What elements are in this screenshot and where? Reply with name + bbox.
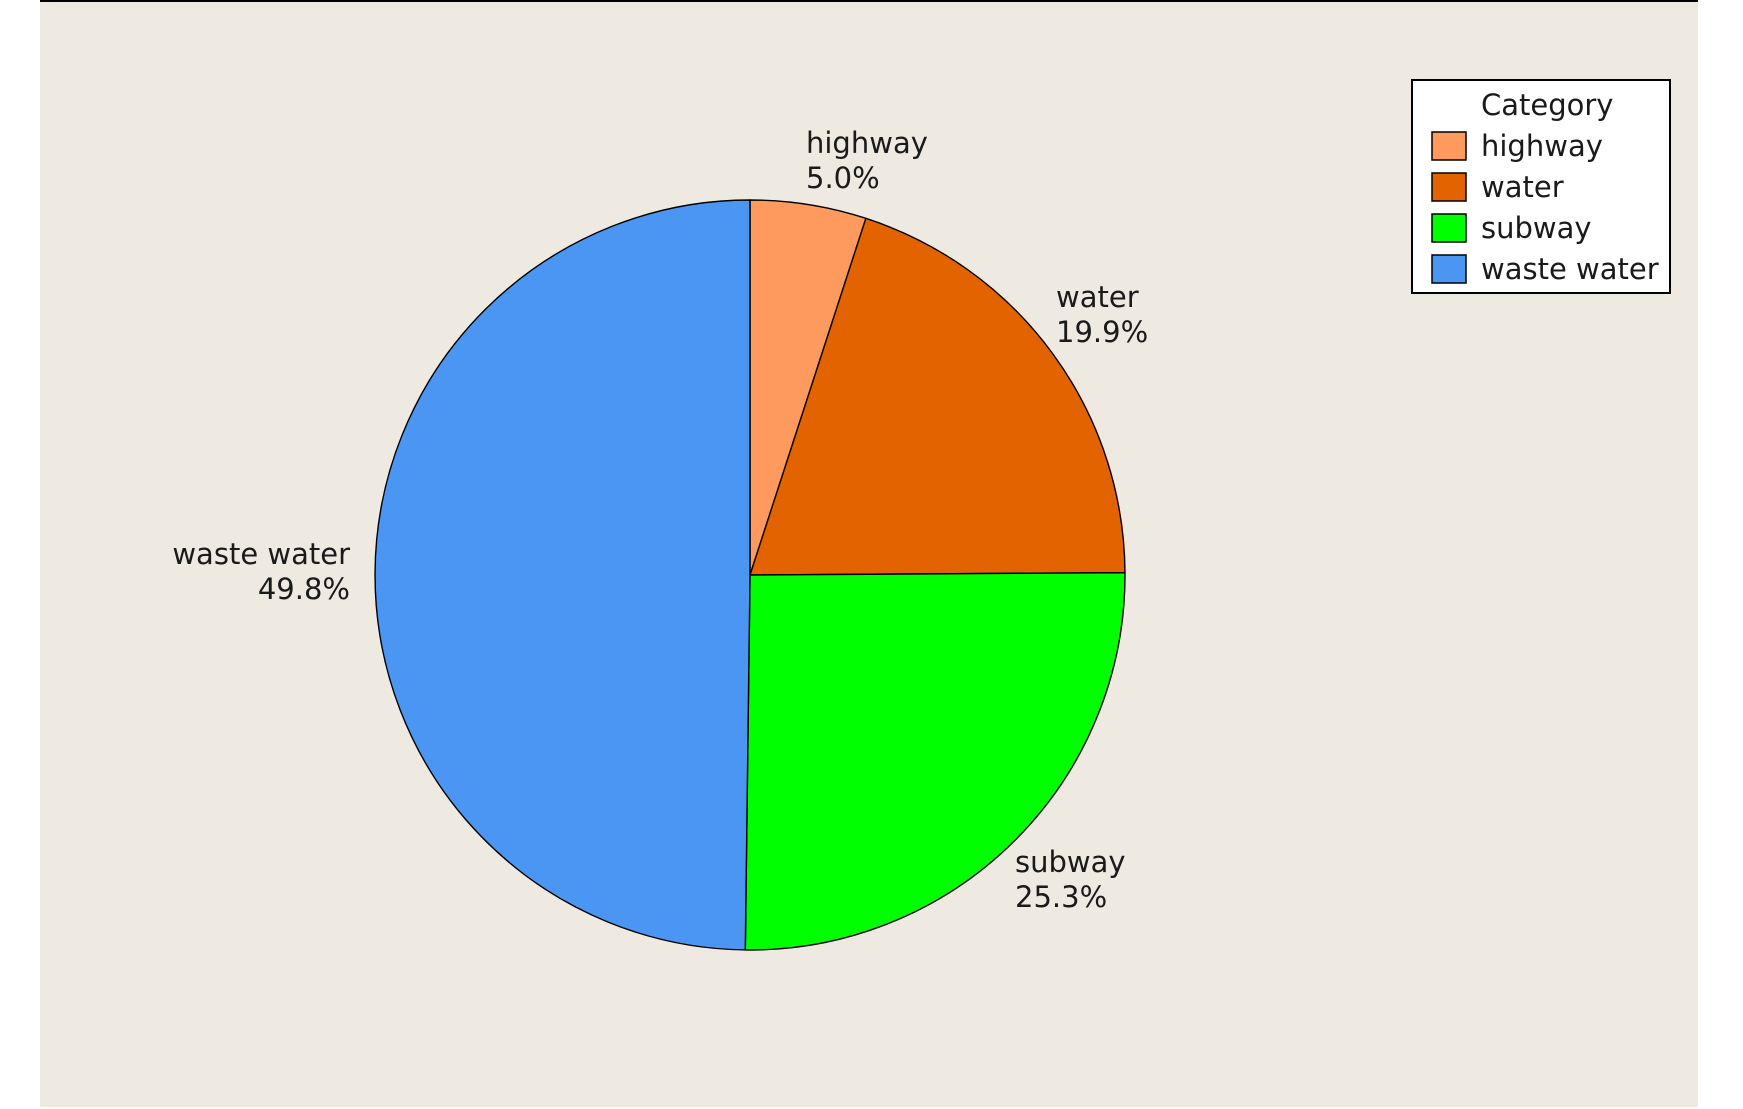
slice-label-name: waste water [172, 537, 350, 571]
legend-swatch [1431, 131, 1467, 161]
slice-label-name: highway [806, 126, 928, 160]
legend-swatch [1431, 254, 1467, 284]
legend: Category highway water subway waste water [1411, 79, 1671, 294]
pie-slices [374, 199, 1126, 951]
legend-label: waste water [1481, 252, 1659, 286]
slice-label-percent: 5.0% [806, 161, 880, 195]
legend-swatch [1431, 213, 1467, 243]
slice-label-percent: 19.9% [1056, 315, 1148, 349]
legend-label: water [1481, 170, 1564, 204]
legend-title: Category [1481, 88, 1613, 122]
legend-swatch [1431, 172, 1467, 202]
pie-slice-water [749, 217, 1126, 576]
slice-label-name: subway [1015, 845, 1126, 879]
pie-slice-subway [744, 571, 1126, 951]
slice-label-percent: 25.3% [1015, 880, 1107, 914]
legend-label: subway [1481, 211, 1592, 245]
legend-label: highway [1481, 129, 1603, 163]
pie-slice-waste-water [374, 199, 751, 951]
slice-label-name: water [1056, 280, 1139, 314]
slice-label-percent: 49.8% [258, 572, 350, 606]
